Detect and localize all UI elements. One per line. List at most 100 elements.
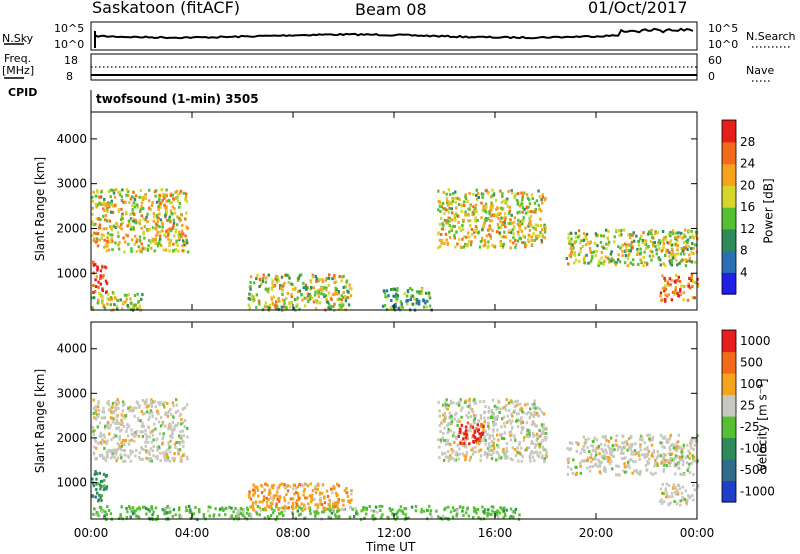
data-cell-1-5 xyxy=(446,407,449,411)
data-cell-1-5 xyxy=(503,405,506,409)
data-cell-1-3 xyxy=(305,483,308,486)
data-cell-0-3 xyxy=(330,297,333,301)
data-cell-0-0 xyxy=(93,237,96,241)
data-cell-1-5 xyxy=(490,457,494,461)
data-cell-0-6 xyxy=(679,259,683,263)
data-cell-1-7 xyxy=(681,455,684,459)
data-cell-0-0 xyxy=(129,225,133,229)
data-cell-0-0 xyxy=(94,194,97,198)
data-cell-0-6 xyxy=(690,260,694,264)
data-cell-0-5 xyxy=(532,226,535,230)
data-cell-0-5 xyxy=(511,191,514,195)
data-cell-0-6 xyxy=(687,229,691,232)
data-cell-1-4 xyxy=(487,508,490,512)
data-cell-1-7 xyxy=(677,462,681,466)
data-cell-1-5 xyxy=(467,416,470,419)
data-cell-1-0 xyxy=(152,438,155,442)
data-cell-0-3 xyxy=(331,293,335,297)
data-cell-1-0 xyxy=(111,401,115,405)
data-cell-1-0 xyxy=(114,408,117,412)
data-cell-0-0 xyxy=(185,241,189,245)
data-cell-0-0 xyxy=(110,228,114,232)
data-cell-0-6 xyxy=(643,238,647,242)
data-cell-1-0 xyxy=(133,431,136,435)
data-cell-0-6 xyxy=(665,248,668,252)
data-cell-1-7 xyxy=(688,456,691,460)
data-cell-0-0 xyxy=(174,248,178,252)
data-cell-0-5 xyxy=(437,189,440,193)
data-cell-0-6 xyxy=(652,241,655,245)
data-cell-1-2 xyxy=(147,508,150,512)
data-cell-1-2 xyxy=(237,515,240,519)
data-cell-1-5 xyxy=(448,411,451,415)
data-cell-0-3 xyxy=(307,296,310,300)
data-cell-0-7 xyxy=(663,276,666,280)
ytick-label-power: 1000 xyxy=(56,266,87,280)
data-cell-1-7 xyxy=(653,464,656,468)
data-cell-0-6 xyxy=(574,258,578,262)
data-cell-1-5 xyxy=(464,399,468,403)
data-cell-1-0 xyxy=(145,456,148,460)
data-cell-1-3 xyxy=(276,494,280,498)
data-cell-0-6 xyxy=(681,236,684,240)
data-cell-1-5 xyxy=(491,415,494,419)
data-cell-0-5 xyxy=(537,203,540,207)
data-cell-0-6 xyxy=(639,247,642,251)
data-cell-1-5 xyxy=(513,434,516,438)
data-cell-0-0 xyxy=(142,232,145,236)
data-cell-1-8 xyxy=(693,488,696,492)
data-cell-1-7 xyxy=(640,435,644,439)
data-cell-0-4 xyxy=(409,298,412,302)
data-cell-0-0 xyxy=(98,226,102,230)
data-cell-1-0 xyxy=(166,414,170,418)
data-cell-0-0 xyxy=(138,195,141,199)
data-cell-0-2 xyxy=(132,303,136,307)
data-cell-1-0 xyxy=(102,406,105,410)
data-cell-1-3 xyxy=(267,505,270,509)
data-cell-1-5 xyxy=(533,434,536,438)
data-cell-1-7 xyxy=(670,458,673,462)
data-cell-1-4 xyxy=(504,514,507,518)
data-cell-1-5 xyxy=(491,434,494,437)
data-cell-1-0 xyxy=(105,454,109,458)
data-cell-0-0 xyxy=(114,241,117,245)
data-cell-0-6 xyxy=(582,257,586,261)
data-cell-0-6 xyxy=(620,244,624,248)
data-cell-1-5 xyxy=(542,423,545,427)
data-cell-0-5 xyxy=(453,216,457,220)
data-cell-1-5 xyxy=(447,404,450,408)
data-cell-1-0 xyxy=(166,402,169,405)
data-cell-0-3 xyxy=(283,281,286,285)
data-cell-0-6 xyxy=(674,243,678,247)
data-cell-1-7 xyxy=(622,434,625,438)
data-cell-0-0 xyxy=(117,234,120,238)
data-cell-1-7 xyxy=(647,449,651,453)
data-cell-1-0 xyxy=(176,448,180,451)
data-cell-1-5 xyxy=(520,417,523,421)
data-cell-0-3 xyxy=(252,299,255,303)
data-cell-1-5 xyxy=(535,432,539,436)
data-cell-0-6 xyxy=(639,251,643,255)
data-cell-1-6 xyxy=(479,435,482,439)
data-cell-1-2 xyxy=(236,511,239,515)
data-cell-0-0 xyxy=(98,238,101,242)
data-cell-0-5 xyxy=(541,234,545,238)
data-cell-0-5 xyxy=(527,238,530,242)
data-cell-0-0 xyxy=(156,242,159,246)
data-cell-1-7 xyxy=(582,445,585,449)
data-cell-1-0 xyxy=(118,434,121,438)
data-cell-1-0 xyxy=(124,453,127,457)
data-cell-1-0 xyxy=(151,414,154,418)
data-cell-0-0 xyxy=(164,213,167,217)
data-cell-1-3 xyxy=(267,497,270,501)
data-cell-1-2 xyxy=(314,514,317,518)
data-cell-1-1 xyxy=(99,495,102,499)
data-cell-0-0 xyxy=(175,241,178,245)
data-cell-0-5 xyxy=(488,219,492,222)
data-cell-1-2 xyxy=(222,509,225,512)
data-cell-0-5 xyxy=(521,222,524,226)
data-cell-0-3 xyxy=(327,276,331,280)
data-cell-1-7 xyxy=(594,457,597,461)
data-cell-1-3 xyxy=(341,498,344,502)
data-cell-0-5 xyxy=(462,218,465,222)
